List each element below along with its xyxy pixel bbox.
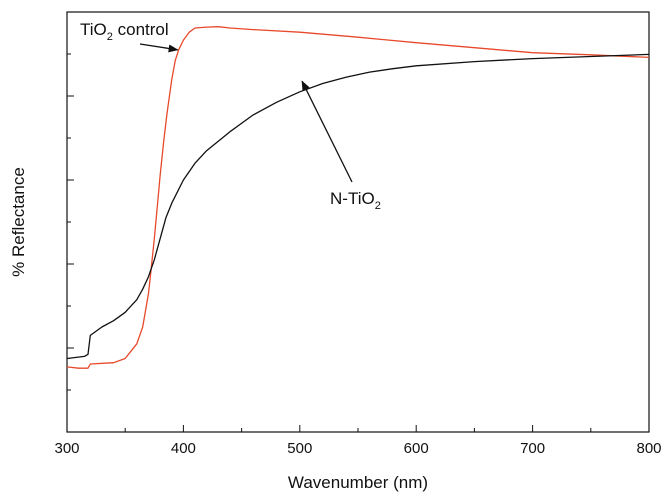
series-line-n-tio2 — [66, 53, 650, 360]
x-tick-label: 600 — [404, 440, 429, 457]
annotation-n-tio2: N-TiO2 — [330, 189, 381, 212]
annotation-arrow-n-tio2 — [301, 80, 353, 183]
x-axis-ticks: 300 400 500 600 700 800 — [54, 425, 662, 457]
x-tick-label: 500 — [287, 440, 312, 457]
x-tick-label: 800 — [636, 440, 661, 457]
series-layer — [66, 26, 650, 369]
annotation-n-tio2-base: N-TiO — [330, 189, 375, 208]
annotation-arrow-tio2-control — [139, 43, 179, 53]
annotation-n-tio2-sub: 2 — [375, 200, 381, 212]
annotation-tio2-control: TiO2 control — [80, 20, 169, 43]
y-axis-label: % Reflectance — [9, 167, 28, 277]
x-axis-label: Wavenumber (nm) — [288, 473, 428, 492]
x-tick-label: 700 — [520, 440, 545, 457]
annotation-tio2-control-suffix: control — [113, 20, 169, 39]
x-tick-label: 300 — [54, 440, 79, 457]
y-axis-ticks — [67, 11, 74, 433]
annotation-tio2-control-base: TiO — [80, 20, 107, 39]
annotation-tio2-control-sub: 2 — [107, 31, 113, 43]
series-line-tio2-control — [66, 26, 650, 369]
x-tick-label: 400 — [171, 440, 196, 457]
